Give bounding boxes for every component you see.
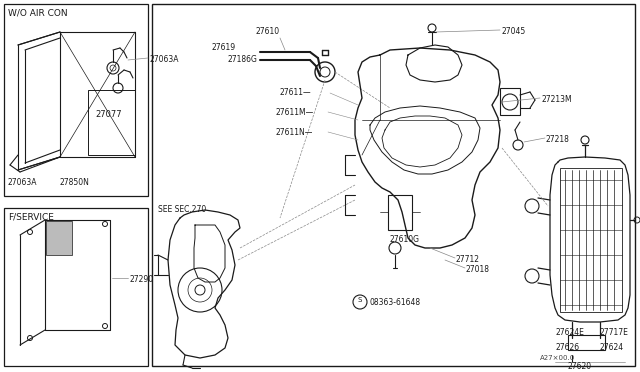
Text: 27624E: 27624E bbox=[555, 328, 584, 337]
Text: A27×00.0: A27×00.0 bbox=[540, 355, 575, 361]
Text: 27290: 27290 bbox=[129, 275, 153, 284]
Text: 27186G: 27186G bbox=[228, 55, 258, 64]
Bar bbox=[388, 195, 412, 230]
Bar bbox=[500, 88, 520, 115]
Text: S: S bbox=[358, 297, 362, 303]
Text: 27213M: 27213M bbox=[542, 95, 573, 104]
Bar bbox=[560, 168, 622, 312]
Text: 27611N—: 27611N— bbox=[275, 128, 312, 137]
Text: 27045: 27045 bbox=[502, 27, 526, 36]
Bar bbox=[152, 4, 635, 366]
Text: SEE SEC.270: SEE SEC.270 bbox=[158, 205, 206, 214]
Text: 27619: 27619 bbox=[212, 43, 236, 52]
Bar bbox=[88, 90, 135, 155]
Text: 27063A: 27063A bbox=[8, 178, 38, 187]
Bar bbox=[4, 4, 148, 196]
Text: 27850N: 27850N bbox=[60, 178, 90, 187]
Text: 27712: 27712 bbox=[456, 255, 480, 264]
Text: F/SERVICE: F/SERVICE bbox=[8, 212, 54, 221]
Text: W/O AIR CON: W/O AIR CON bbox=[8, 8, 68, 17]
Bar bbox=[568, 335, 605, 350]
Text: 27063A: 27063A bbox=[149, 55, 179, 64]
Text: 27626: 27626 bbox=[555, 343, 579, 352]
Text: 27610: 27610 bbox=[255, 27, 279, 36]
Text: 27018: 27018 bbox=[466, 265, 490, 274]
Text: 08363-61648: 08363-61648 bbox=[370, 298, 421, 307]
Text: 27620: 27620 bbox=[568, 362, 592, 371]
Bar bbox=[46, 221, 72, 255]
Text: 27611M—: 27611M— bbox=[275, 108, 313, 117]
Text: 27610G: 27610G bbox=[390, 235, 420, 244]
Bar bbox=[4, 208, 148, 366]
Text: 27717E: 27717E bbox=[600, 328, 629, 337]
Text: 27624: 27624 bbox=[600, 343, 624, 352]
Text: 27611—: 27611— bbox=[280, 88, 312, 97]
Text: 27077: 27077 bbox=[95, 110, 122, 119]
Text: 27218: 27218 bbox=[546, 135, 570, 144]
